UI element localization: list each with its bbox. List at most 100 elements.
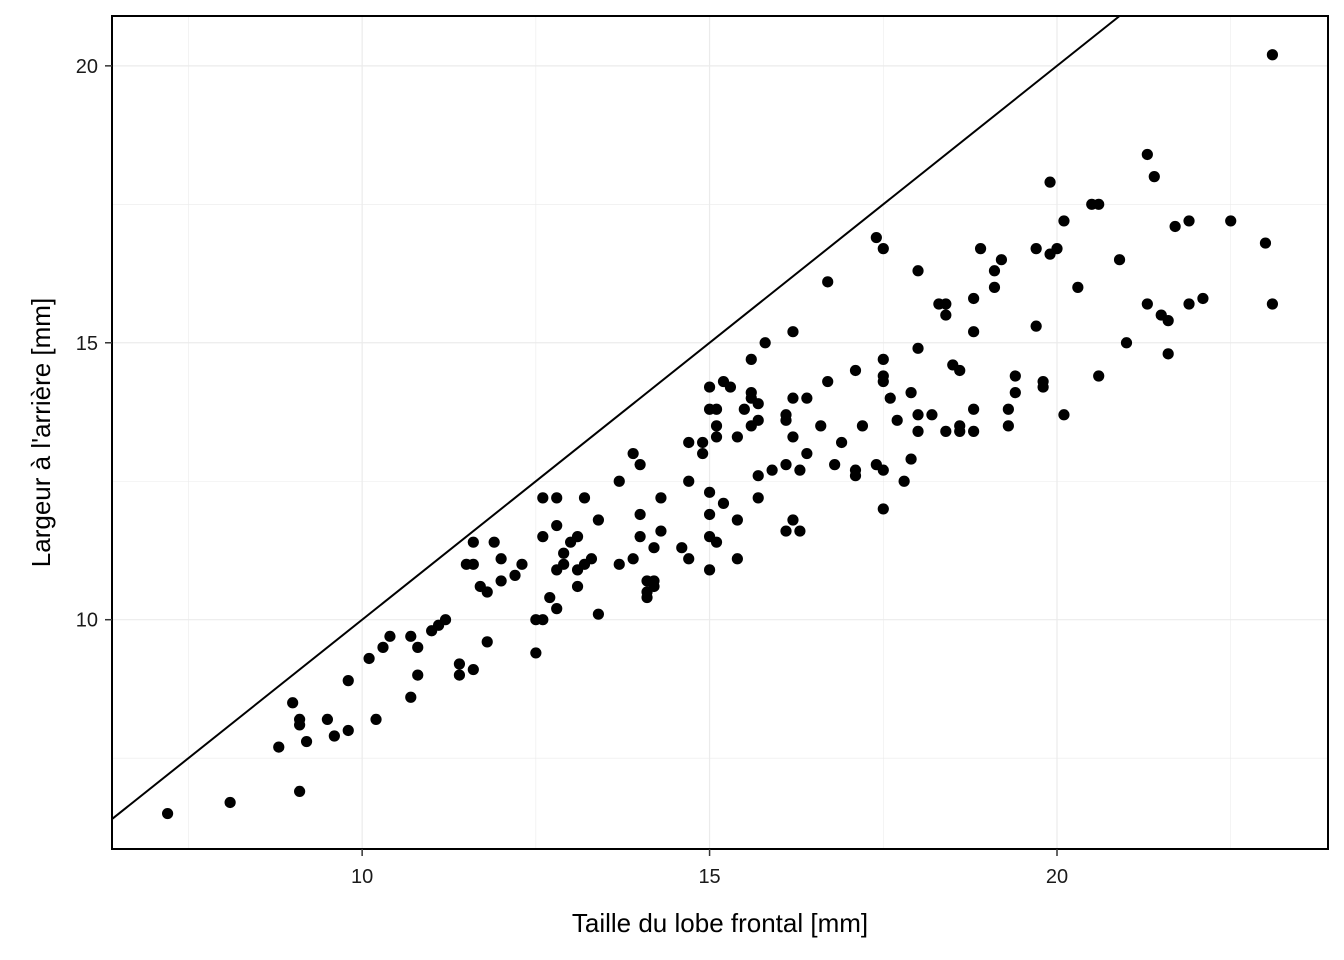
data-point — [551, 492, 563, 504]
data-point — [342, 724, 354, 737]
data-point — [822, 276, 834, 288]
data-point — [710, 420, 723, 432]
data-point — [537, 614, 549, 626]
reference-line — [111, 15, 1121, 820]
data-point — [558, 558, 570, 570]
data-point — [703, 564, 716, 576]
data-point — [1141, 298, 1153, 310]
data-point — [571, 531, 584, 543]
data-point — [412, 669, 424, 681]
data-point — [780, 414, 792, 426]
data-point — [829, 459, 841, 471]
data-point — [794, 525, 806, 537]
data-point — [731, 514, 743, 526]
data-point — [467, 536, 479, 548]
data-point — [954, 425, 966, 437]
data-point — [453, 669, 466, 681]
data-point — [697, 447, 709, 460]
data-point — [412, 641, 424, 653]
data-point — [968, 326, 980, 338]
data-point — [1009, 370, 1021, 382]
data-point — [655, 525, 667, 537]
data-point — [954, 364, 966, 377]
data-point — [683, 436, 695, 449]
data-point — [1037, 381, 1049, 393]
y-tick-label: 15 — [76, 333, 98, 355]
data-point — [752, 398, 764, 410]
data-point — [287, 697, 299, 709]
data-point — [697, 436, 709, 449]
data-point — [377, 641, 389, 653]
data-point — [1197, 292, 1209, 305]
data-point — [988, 265, 1001, 277]
data-point — [585, 553, 598, 565]
data-point — [968, 425, 980, 437]
data-point — [968, 292, 980, 305]
data-point — [877, 503, 889, 515]
data-point — [481, 586, 493, 598]
data-point — [363, 652, 375, 665]
data-point — [1058, 215, 1070, 227]
data-point — [1266, 298, 1279, 310]
data-point — [1162, 348, 1174, 360]
data-point — [613, 558, 625, 570]
data-point — [558, 547, 570, 559]
data-point — [488, 536, 500, 548]
data-point — [294, 785, 306, 797]
data-point — [787, 392, 799, 404]
data-point — [738, 403, 750, 415]
data-point — [1030, 243, 1042, 255]
data-point — [592, 514, 605, 526]
y-tick-label: 10 — [76, 610, 98, 632]
data-point — [912, 265, 924, 277]
data-point — [634, 459, 646, 471]
data-point — [905, 387, 917, 399]
data-point — [224, 796, 236, 809]
data-point — [294, 719, 306, 731]
data-point — [384, 630, 396, 642]
data-point — [648, 542, 660, 554]
data-point — [571, 580, 584, 593]
data-point — [836, 436, 848, 449]
data-point — [940, 425, 952, 437]
data-point — [683, 475, 695, 487]
data-point — [676, 542, 688, 554]
data-point — [1120, 337, 1133, 349]
data-point — [870, 231, 882, 244]
data-point — [1183, 298, 1195, 310]
data-point — [995, 254, 1008, 266]
data-point — [405, 630, 417, 642]
data-point — [634, 531, 646, 543]
data-point — [328, 730, 340, 742]
data-point — [884, 392, 896, 404]
y-axis-title: Largeur à l'arrière [mm] — [26, 298, 56, 567]
data-point — [1072, 281, 1084, 293]
data-point — [1148, 171, 1160, 183]
data-point — [891, 414, 903, 426]
data-point — [940, 298, 952, 310]
data-point — [794, 464, 806, 476]
data-point — [926, 409, 938, 421]
data-point — [1162, 315, 1174, 327]
data-point — [1225, 215, 1237, 227]
data-point — [815, 420, 827, 432]
data-point — [453, 658, 466, 670]
data-point — [551, 603, 563, 615]
data-point — [759, 337, 771, 349]
panel-border — [111, 15, 1329, 850]
data-point — [641, 591, 653, 604]
data-point — [439, 614, 452, 626]
data-point — [342, 675, 354, 687]
data-point — [1169, 220, 1181, 233]
data-point — [627, 447, 639, 460]
data-point — [940, 309, 952, 321]
x-tick-label: 20 — [1046, 866, 1068, 888]
data-point — [1141, 148, 1153, 161]
data-point — [766, 464, 778, 476]
data-point — [787, 326, 799, 338]
data-point — [1093, 198, 1105, 210]
data-point — [1051, 243, 1063, 255]
data-point — [1009, 387, 1021, 399]
data-point — [724, 381, 737, 393]
